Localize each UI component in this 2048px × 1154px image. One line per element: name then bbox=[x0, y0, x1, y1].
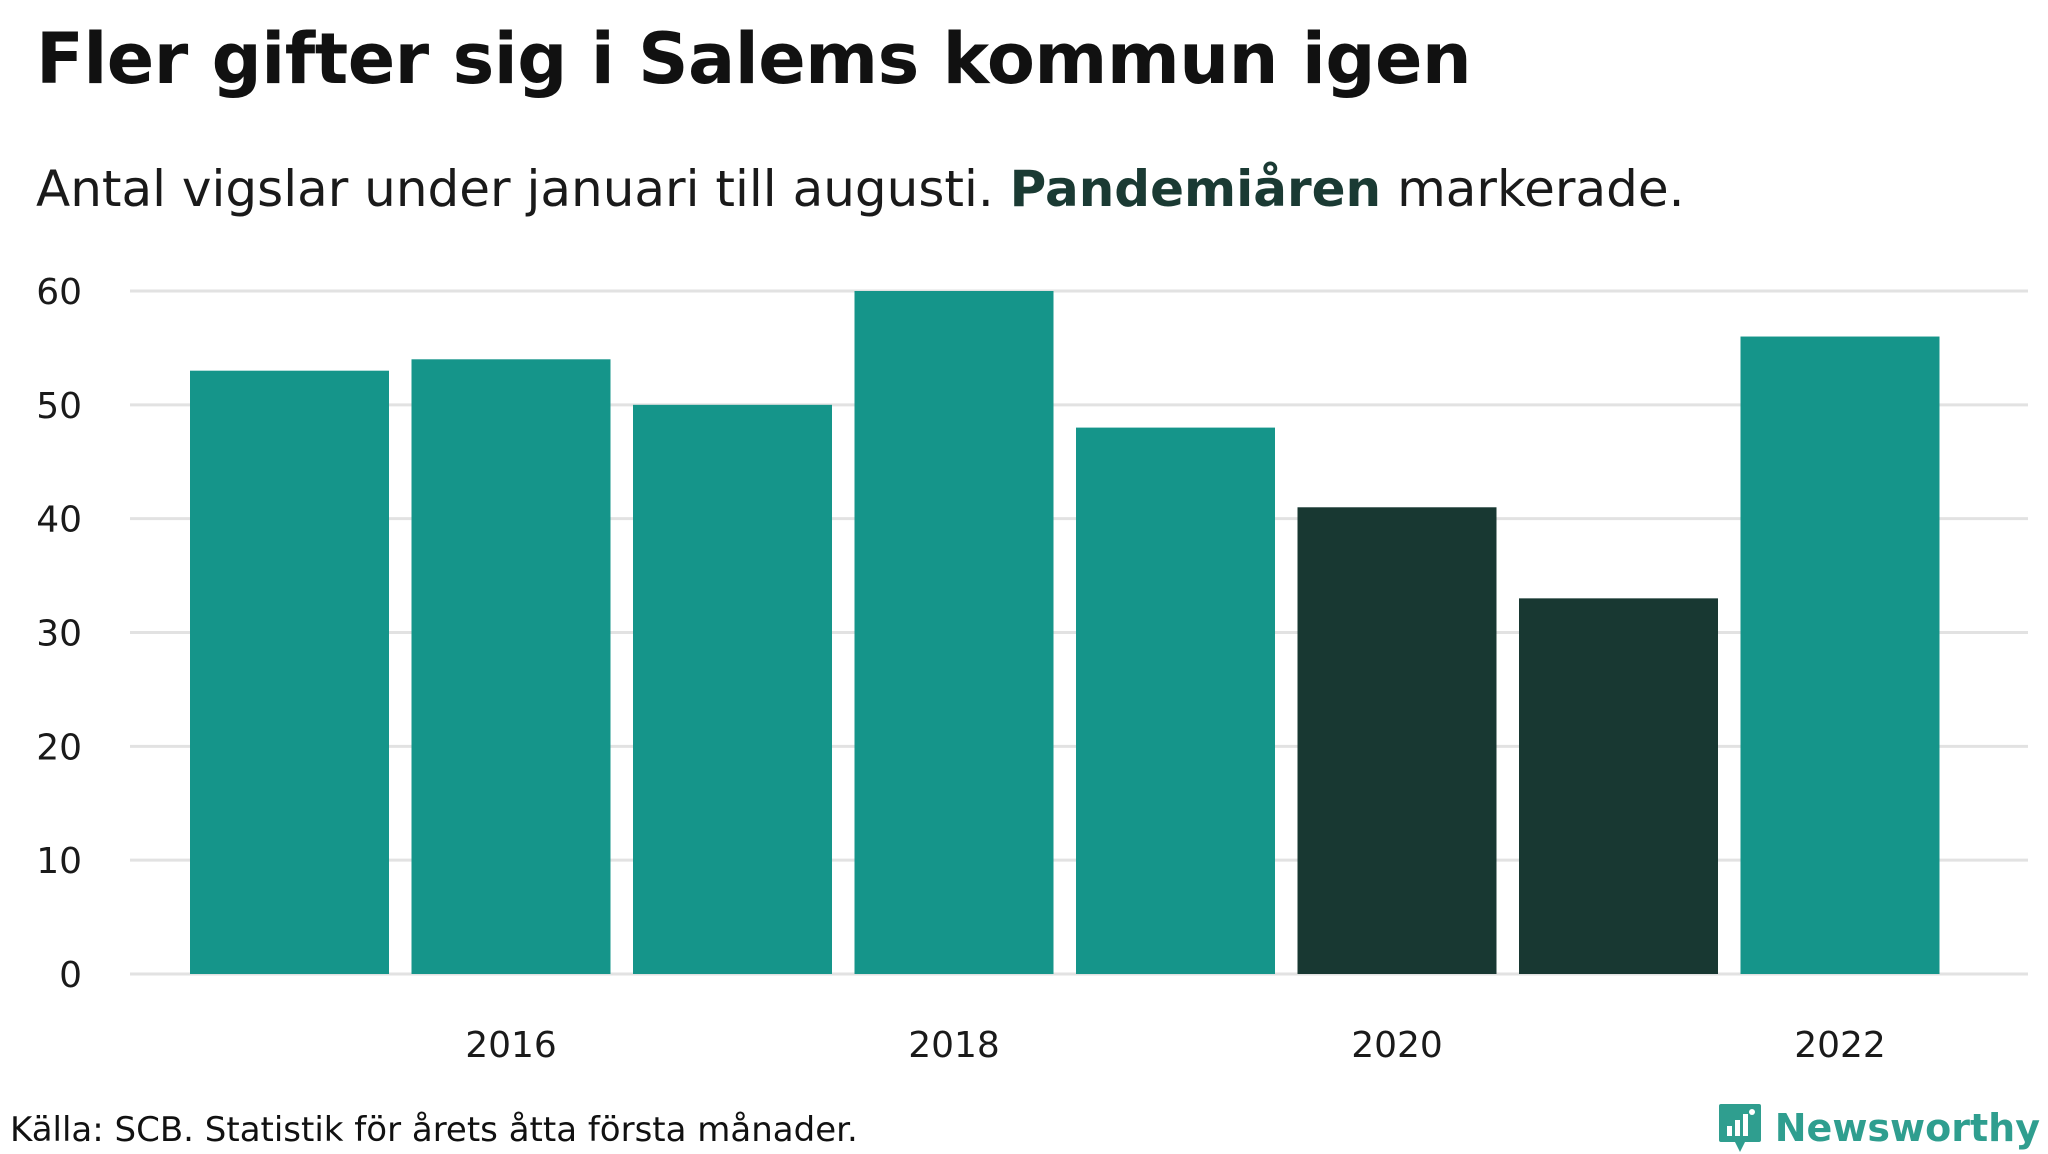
y-tick-label: 60 bbox=[36, 272, 82, 313]
brand-name: Newsworthy bbox=[1774, 1106, 2040, 1150]
bar-2019 bbox=[1076, 427, 1275, 975]
brand-logo: Newsworthy bbox=[1717, 1102, 2040, 1154]
y-axis-labels: 0 10 20 30 40 50 60 bbox=[36, 272, 82, 996]
newsworthy-logo-icon bbox=[1718, 1104, 1761, 1152]
chart-subtitle: Antal vigslar under januari till augusti… bbox=[36, 160, 1685, 218]
x-tick-label: 2018 bbox=[908, 1025, 1000, 1060]
chart-title: Fler gifter sig i Salems kommun igen bbox=[36, 18, 1472, 100]
y-tick-label: 30 bbox=[36, 614, 82, 655]
y-tick-label: 40 bbox=[36, 500, 82, 541]
bars bbox=[190, 291, 1940, 975]
y-tick-label: 50 bbox=[36, 386, 82, 427]
bar-2017 bbox=[633, 404, 832, 974]
bar-2015 bbox=[190, 370, 389, 974]
bar-chart: 0 10 20 30 40 50 60 2016 2018 2020 2022 bbox=[36, 272, 2028, 1060]
subtitle-text: Antal vigslar under januari till augusti… bbox=[36, 160, 994, 218]
subtitle-text-end: markerade. bbox=[1397, 160, 1685, 218]
bar-2021 bbox=[1519, 598, 1718, 974]
x-tick-label: 2020 bbox=[1351, 1025, 1443, 1060]
bar-2022 bbox=[1740, 336, 1940, 974]
bar-2018 bbox=[854, 291, 1054, 974]
subtitle-highlight: Pandemiåren bbox=[1009, 160, 1382, 218]
bar-2020 bbox=[1297, 507, 1497, 974]
y-tick-label: 10 bbox=[36, 841, 82, 882]
y-tick-label: 0 bbox=[59, 955, 82, 996]
x-tick-label: 2022 bbox=[1794, 1025, 1886, 1060]
source-note: Källa: SCB. Statistik för årets åtta för… bbox=[10, 1110, 858, 1150]
x-tick-label: 2016 bbox=[465, 1025, 557, 1060]
x-axis-labels: 2016 2018 2020 2022 bbox=[465, 1025, 1886, 1060]
y-tick-label: 20 bbox=[36, 727, 82, 768]
bar-2016 bbox=[411, 359, 611, 974]
